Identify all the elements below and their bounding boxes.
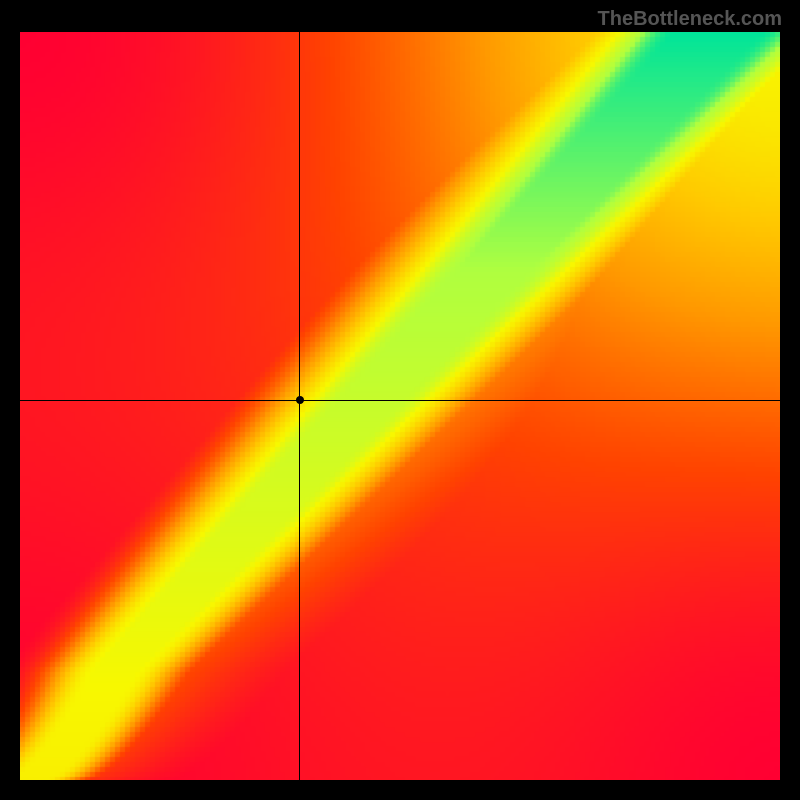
crosshair-horizontal [20,400,780,401]
chart-container: { "watermark_text": "TheBottleneck.com",… [0,0,800,800]
watermark-text: TheBottleneck.com [598,8,782,31]
crosshair-vertical [299,32,300,780]
crosshair-marker [296,396,304,404]
